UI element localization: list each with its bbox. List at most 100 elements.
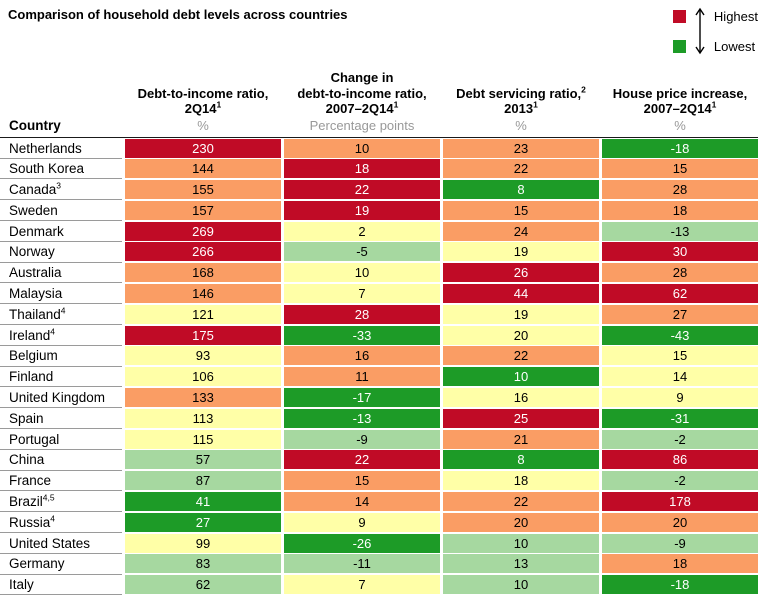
heatmap-cell: -43	[602, 325, 758, 345]
heatmap-cell: 28	[284, 304, 440, 324]
legend-highest-swatch	[672, 9, 686, 23]
heatmap-cell: 266	[125, 242, 281, 262]
column-unit-label: %	[515, 117, 527, 133]
column-header-line: 2007–2Q141	[643, 99, 717, 116]
row-label: Norway	[0, 242, 122, 263]
heatmap-cell: 10	[284, 263, 440, 283]
row-label: South Korea	[0, 159, 122, 180]
heatmap-cell: -9	[284, 429, 440, 449]
heatmap-cell: 144	[125, 159, 281, 179]
heatmap-cell: 10	[443, 575, 599, 595]
heatmap-cell: -33	[284, 325, 440, 345]
heatmap-cell: 87	[125, 471, 281, 491]
column-header-line: Debt servicing ratio,2	[456, 84, 586, 101]
heatmap-cell: 15	[602, 159, 758, 179]
heatmap-cell: 10	[284, 138, 440, 158]
table-row: Netherlands 230 10 23 -18	[0, 138, 758, 160]
column-header-2: Change in debt-to-income ratio, 2007–2Q141…	[284, 70, 440, 135]
row-label: Belgium	[0, 346, 122, 367]
column-header-line: Debt-to-income ratio,	[137, 85, 269, 101]
row-label: Finland	[0, 367, 122, 388]
heatmap-cell: 2	[284, 221, 440, 241]
heatmap-cell: 22	[443, 346, 599, 366]
heatmap-cell: 20	[602, 512, 758, 532]
column-header-line: debt-to-income ratio,	[297, 85, 427, 101]
up-down-arrow-icon	[695, 7, 705, 55]
table-row: Denmark 269 2 24 -13	[0, 221, 758, 243]
heatmap-cell: 106	[125, 367, 281, 387]
row-label: Brazil4,5	[0, 492, 122, 513]
heatmap-cell: 83	[125, 554, 281, 574]
column-header-4: House price increase, 2007–2Q141%	[602, 86, 758, 135]
row-label: Netherlands	[0, 139, 122, 159]
table-row: Italy 62 7 10 -18	[0, 575, 758, 596]
heatmap-cell: 15	[443, 200, 599, 220]
heatmap-cell: 26	[443, 263, 599, 283]
heatmap-cell: 25	[443, 408, 599, 428]
heatmap-cell: -5	[284, 242, 440, 262]
table-row: Australia 168 10 26 28	[0, 263, 758, 284]
heatmap-cell: 41	[125, 492, 281, 512]
heatmap-cell: 113	[125, 408, 281, 428]
row-label: Malaysia	[0, 284, 122, 305]
heatmap-cell: 155	[125, 180, 281, 200]
heatmap-cell: -13	[284, 408, 440, 428]
table-row: Brazil4,5 41 14 22 178	[0, 492, 758, 513]
heatmap-cell: 18	[443, 471, 599, 491]
heatmap-cell: 22	[443, 492, 599, 512]
heatmap-cell: 15	[602, 346, 758, 366]
heatmap-cell: 8	[443, 180, 599, 200]
row-label: United Kingdom	[0, 388, 122, 409]
heatmap-cell: 19	[443, 304, 599, 324]
heatmap-cell: -18	[602, 575, 758, 595]
table-row: Thailand4 121 28 19 27	[0, 304, 758, 326]
heatmap-cell: 9	[602, 388, 758, 408]
heatmap-cell: 9	[284, 512, 440, 532]
heatmap-cell: 133	[125, 388, 281, 408]
legend: Highest Lowest	[672, 6, 758, 56]
table-row: Russia4 27 9 20 20	[0, 512, 758, 534]
heatmap-table: Country Debt-to-income ratio, 2Q141% Chang…	[0, 70, 758, 596]
column-unit-label: %	[197, 117, 209, 133]
heatmap-cell: 178	[602, 492, 758, 512]
heatmap-cell: 10	[443, 367, 599, 387]
row-label: Germany	[0, 554, 122, 575]
column-header-line: 2Q141	[184, 99, 222, 116]
table-row: China 57 22 8 86	[0, 450, 758, 471]
heatmap-cell: 230	[125, 138, 281, 158]
heatmap-cell: 30	[602, 242, 758, 262]
heatmap-cell: 13	[443, 554, 599, 574]
heatmap-cell: 115	[125, 429, 281, 449]
heatmap-cell: 62	[125, 575, 281, 595]
heatmap-cell: 23	[443, 138, 599, 158]
heatmap-cell: 146	[125, 284, 281, 304]
column-header-3: Debt servicing ratio,2 20131%	[443, 84, 599, 135]
column-header-line: House price increase,	[612, 85, 748, 101]
heatmap-cell: 15	[284, 471, 440, 491]
heatmap-cell: 19	[284, 200, 440, 220]
column-header-1: Debt-to-income ratio, 2Q141%	[125, 86, 281, 135]
heatmap-cell: 22	[443, 159, 599, 179]
column-header-line: 20131	[504, 99, 538, 116]
heatmap-cell: 27	[602, 304, 758, 324]
heatmap-cell: 10	[443, 533, 599, 553]
heatmap-cell: 8	[443, 450, 599, 470]
row-label: United States	[0, 534, 122, 554]
table-row: Belgium 93 16 22 15	[0, 346, 758, 367]
row-label: Sweden	[0, 201, 122, 222]
table-row: Germany 83 -11 13 18	[0, 554, 758, 575]
table-body: Netherlands 230 10 23 -18 South Korea 144 18 22 1…	[0, 138, 758, 597]
heatmap-cell: 19	[443, 242, 599, 262]
row-label: Ireland4	[0, 326, 122, 346]
row-label: Denmark	[0, 222, 122, 242]
heatmap-cell: 28	[602, 180, 758, 200]
heatmap-cell: -11	[284, 554, 440, 574]
heatmap-cell: 20	[443, 325, 599, 345]
row-label: Italy	[0, 575, 122, 596]
table-row: Ireland4 175 -33 20 -43	[0, 325, 758, 347]
heatmap-cell: 14	[284, 492, 440, 512]
row-label: Spain	[0, 409, 122, 430]
column-unit-label: Percentage points	[309, 117, 415, 133]
table-row: South Korea 144 18 22 15	[0, 159, 758, 180]
heatmap-cell: -26	[284, 533, 440, 553]
